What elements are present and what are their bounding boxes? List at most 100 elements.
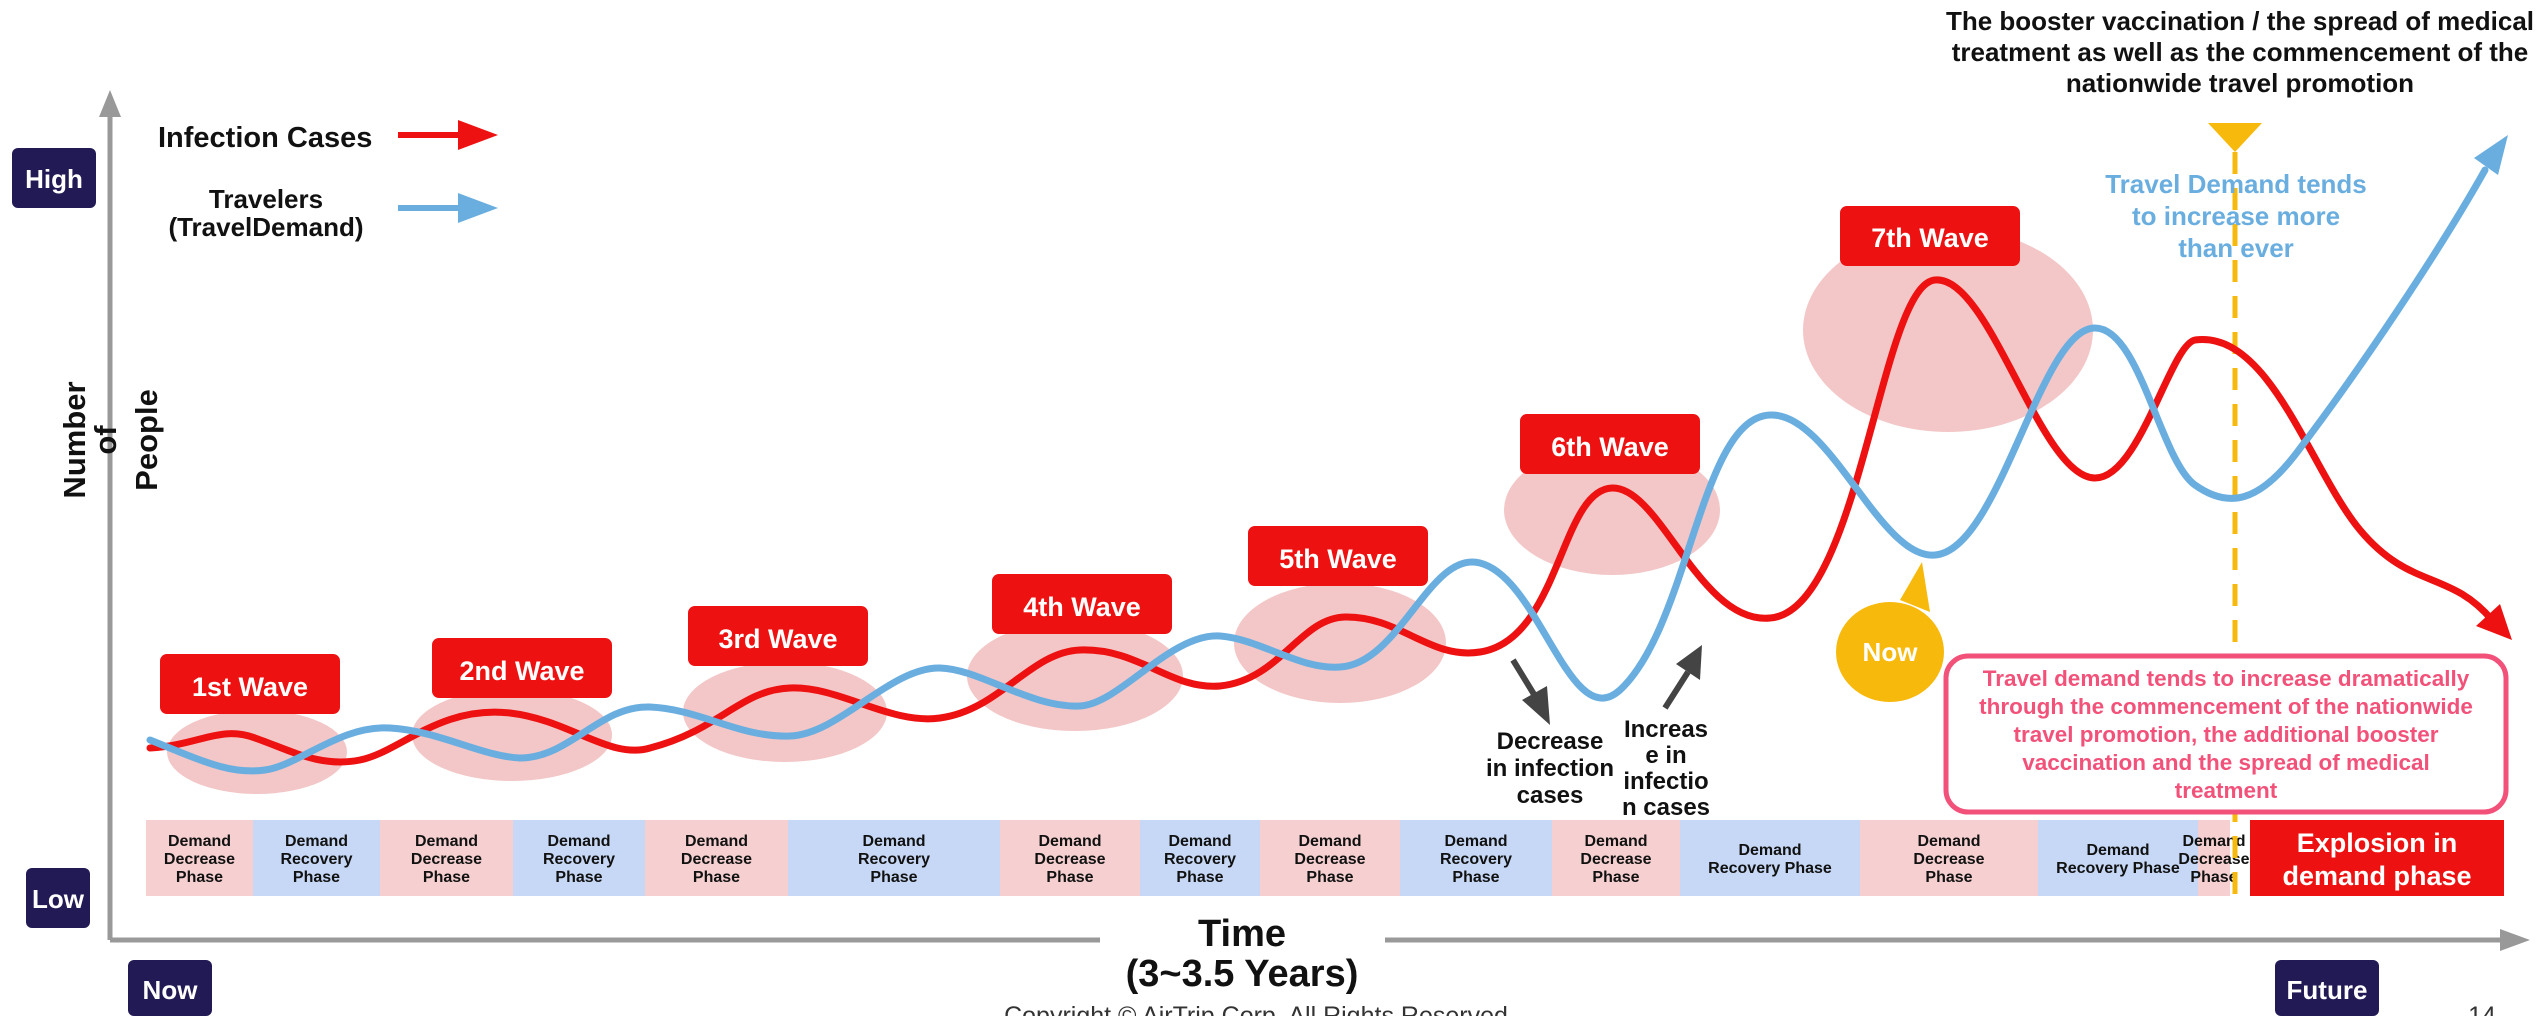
phase-label-13-1: Demand	[1917, 833, 1980, 850]
legend-travelers-arrowhead	[458, 193, 498, 223]
now-bubble-body	[1836, 602, 1944, 702]
wave-2-badge	[432, 638, 612, 698]
axes	[99, 90, 2530, 951]
x-axis-label-1: Time	[1198, 913, 1286, 955]
explosion-phase-label-1: Explosion in	[2297, 828, 2458, 858]
wave-6-badge	[1520, 414, 1700, 474]
phase-label-4-3: Phase	[555, 869, 602, 886]
phase-label-9-3: Phase	[1306, 869, 1353, 886]
phase-label-2-3: Phase	[293, 869, 340, 886]
phase-label-15-3: Phase	[2190, 869, 2237, 886]
phase-box-4	[513, 820, 645, 896]
infection-cases-curve	[146, 276, 2496, 766]
dramatic-increase-box	[1943, 653, 2509, 815]
booster-title-1: The booster vaccination / the spread of …	[1946, 6, 2534, 36]
wave-4-badge	[992, 574, 1172, 634]
booster-title-3: nationwide travel promotion	[2066, 68, 2414, 98]
wave-3-badge	[688, 606, 868, 666]
travelers-curve	[146, 166, 2489, 775]
booster-title-2: treatment as well as the commencement of…	[1952, 37, 2529, 67]
phase-label-8-3: Phase	[1176, 869, 1223, 886]
phase-label-3-3: Phase	[423, 869, 470, 886]
legend-infection-arrowhead	[458, 120, 498, 150]
phase-box-11	[1552, 820, 1680, 896]
wave-3-label: 3rd Wave	[718, 624, 837, 654]
phase-box-15	[2198, 820, 2230, 896]
now-bubble-tail	[1900, 562, 1930, 612]
decrease-arrow-head	[1522, 686, 1550, 725]
phase-label-6-3: Phase	[870, 869, 917, 886]
phase-label-10-1: Demand	[1444, 833, 1507, 850]
decrease-annotation-1: Decrease	[1497, 728, 1604, 755]
dramatic-note-1: Travel demand tends to increase dramatic…	[1983, 666, 2470, 691]
legend-travelers-label-2: (TravelDemand)	[168, 212, 363, 242]
wave-4-ellipse	[967, 621, 1183, 731]
phase-label-8-1: Demand	[1168, 833, 1231, 850]
phase-label-11-2: Decrease	[1580, 851, 1651, 868]
y-axis-label-3: People	[129, 389, 164, 491]
dramatic-note-2: through the commencement of the nationwi…	[1979, 694, 2473, 719]
phase-box-12	[1680, 820, 1860, 896]
demand-increase-note-2: to increase more	[2132, 201, 2340, 231]
phase-label-6-2: Recovery	[858, 851, 930, 868]
legend-infection-label: Infection Cases	[158, 122, 372, 154]
x-axis-label-2: (3~3.5 Years)	[1126, 953, 1359, 995]
dramatic-note-5: treatment	[2175, 778, 2278, 803]
phase-label-4-1: Demand	[547, 833, 610, 850]
wave-2-label: 2nd Wave	[459, 656, 584, 686]
now-bubble-label: Now	[1863, 637, 1919, 667]
wave-1-label: 1st Wave	[192, 672, 308, 702]
phase-label-2-1: Demand	[285, 833, 348, 850]
page-number: 14	[2468, 1002, 2496, 1016]
phase-box-14	[2038, 820, 2198, 896]
legend-travelers-label-1: Travelers	[209, 184, 323, 214]
phase-label-13-2: Decrease	[1913, 851, 1984, 868]
wave-5-ellipse	[1234, 583, 1446, 703]
demand-increase-note-1: Travel Demand tends	[2105, 169, 2367, 199]
phase-label-11-3: Phase	[1592, 869, 1639, 886]
phase-label-10-3: Phase	[1452, 869, 1499, 886]
increase-annotation-2: e in	[1645, 742, 1686, 769]
legend: Infection Cases Travelers (TravelDemand)	[158, 120, 498, 242]
decrease-annotation-3: cases	[1517, 782, 1584, 809]
phase-label-5-2: Decrease	[681, 851, 752, 868]
phase-label-12-2: Recovery Phase	[1708, 860, 1832, 877]
phase-label-3-1: Demand	[415, 833, 478, 850]
low-badge	[26, 868, 90, 928]
phase-box-6	[788, 820, 1000, 896]
wave-5-badge	[1248, 526, 1428, 586]
phase-label-5-3: Phase	[693, 869, 740, 886]
phase-box-2	[253, 820, 380, 896]
now-badge	[128, 960, 212, 1016]
phase-box-5	[645, 820, 788, 896]
demand-increase-note-3: than ever	[2178, 233, 2294, 263]
phase-label-7-2: Decrease	[1034, 851, 1105, 868]
now-label: Now	[143, 975, 199, 1005]
high-label: High	[25, 164, 83, 194]
phase-label-7-1: Demand	[1038, 833, 1101, 850]
phase-label-5-1: Demand	[685, 833, 748, 850]
phase-label-14-2: Recovery Phase	[2056, 860, 2180, 877]
phase-box-9	[1260, 820, 1400, 896]
future-label: Future	[2287, 975, 2368, 1005]
wave-labels: 1st Wave 2nd Wave 3rd Wave 4th Wave 5th …	[160, 206, 2020, 714]
phase-label-12-1: Demand	[1738, 842, 1801, 859]
phase-label-15-2: Decrease	[2178, 851, 2249, 868]
y-axis-label-2: of	[88, 425, 123, 455]
wave-4-label: 4th Wave	[1023, 592, 1141, 622]
y-axis-label-1: Number	[57, 381, 92, 498]
future-badge	[2275, 960, 2379, 1016]
phase-strip: DemandDecreasePhaseDemandRecoveryPhaseDe…	[146, 820, 2250, 896]
phase-label-9-2: Decrease	[1294, 851, 1365, 868]
high-badge	[12, 148, 96, 208]
wave-7-label: 7th Wave	[1871, 223, 1989, 253]
decrease-annotation-2: in infection	[1486, 755, 1614, 782]
explosion-phase-box	[2250, 820, 2504, 896]
wave-1-badge	[160, 654, 340, 714]
decrease-arrow-line	[1510, 658, 1538, 698]
explosion-phase-label-2: demand phase	[2282, 861, 2471, 891]
increase-annotation-1: Increas	[1624, 716, 1708, 743]
y-axis-label: Number of People	[57, 381, 164, 498]
low-label: Low	[32, 884, 85, 914]
